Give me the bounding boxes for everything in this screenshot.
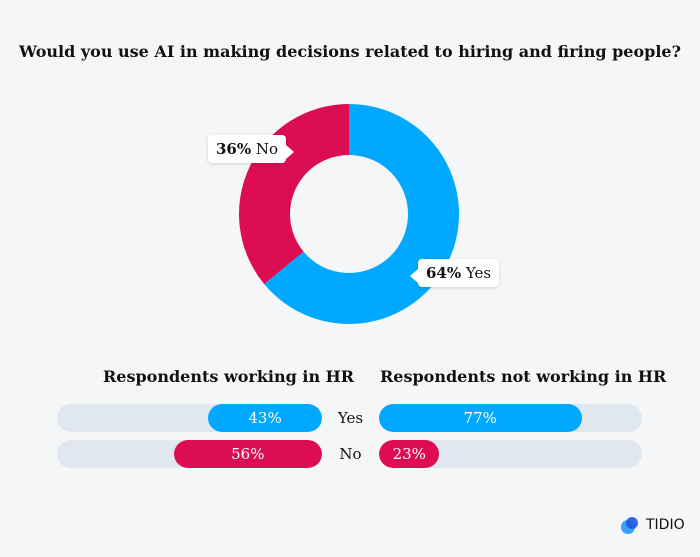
row-label-no: No [339,445,362,463]
brand-name: TIDIO [646,517,685,533]
bar-non-hr-yes: 77% [379,404,582,432]
tidio-logo-icon [621,517,638,534]
bar-hr-yes: 43% [208,404,322,432]
donut-slice-no [239,104,349,285]
row-label-yes: Yes [337,409,364,427]
bar-track: 23% [379,440,642,468]
bar-track: 43% [57,404,322,432]
yes-label: Yes [465,264,492,282]
no-percent: 36% [216,140,252,158]
bar-track: 77% [379,404,642,432]
no-label: No [255,140,279,158]
chart-title: Would you use AI in making decisions rel… [19,42,681,61]
bar-non-hr-no: 23% [379,440,440,468]
bar-hr-no: 56% [173,440,322,468]
tidio-logo: TIDIO [620,516,685,534]
callout-no: 36% No [208,135,295,163]
bar-track: 56% [57,440,322,468]
callout-yes: 64% Yes [409,259,500,287]
group-title-hr: Respondents working in HR [103,367,355,386]
yes-percent: 64% [426,264,462,282]
group-title-non-hr: Respondents not working in HR [380,367,667,386]
